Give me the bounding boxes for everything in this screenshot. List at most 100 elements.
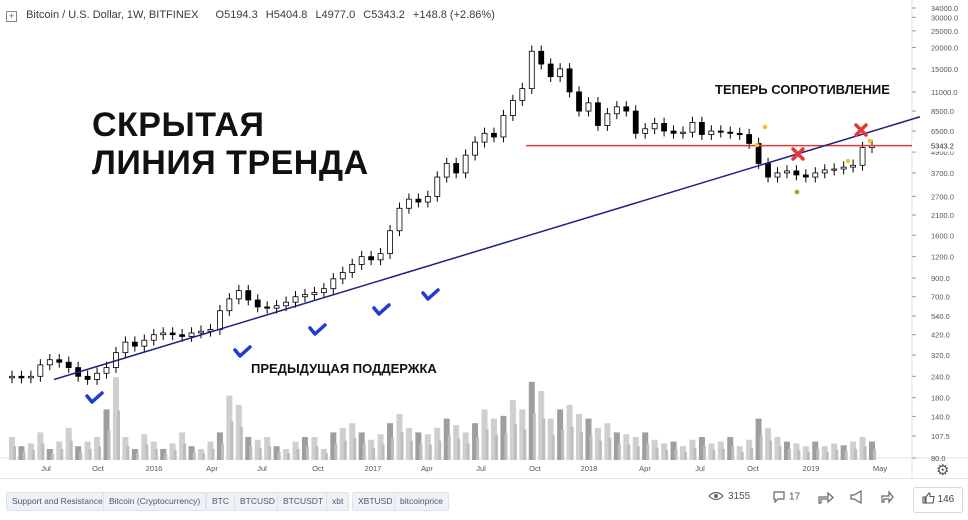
volume-bar xyxy=(301,437,308,460)
volume-bar xyxy=(334,443,338,460)
volume-bar xyxy=(462,432,469,460)
volume-bar xyxy=(358,432,365,460)
marker-dot xyxy=(754,142,760,148)
tag-xbt[interactable]: xbt xyxy=(326,492,350,511)
volume-bar xyxy=(679,446,686,460)
volume-bar xyxy=(400,432,404,460)
like-button[interactable]: 146 xyxy=(913,487,963,513)
x-tick-label: Apr xyxy=(639,464,651,473)
tag-xbtusd[interactable]: XBTUSD xyxy=(352,492,399,511)
volume-bar xyxy=(683,451,687,460)
volume-bar xyxy=(283,448,290,460)
candle-body xyxy=(122,341,129,354)
candle-body xyxy=(434,176,441,197)
volume-bar xyxy=(712,450,716,460)
volume-bar xyxy=(69,440,73,460)
volume-bar xyxy=(689,439,696,460)
volume-bar xyxy=(160,448,167,460)
volume-bar xyxy=(179,432,186,460)
volume-bar xyxy=(343,440,347,460)
candle-body xyxy=(179,334,186,337)
candle-body xyxy=(377,253,384,261)
candle-body xyxy=(708,130,715,135)
volume-bar xyxy=(787,448,791,460)
y-tick-label: 1600.0 xyxy=(931,231,954,240)
candle-body xyxy=(150,334,157,341)
volume-bar xyxy=(783,441,790,460)
volume-bar xyxy=(608,437,612,460)
volume-bar xyxy=(542,418,546,460)
tag-btc[interactable]: BTC xyxy=(206,492,235,511)
volume-bar xyxy=(570,426,574,460)
volume-bar xyxy=(873,448,876,460)
volume-bar xyxy=(84,441,91,460)
candle-body xyxy=(802,174,809,178)
volume-bar xyxy=(551,435,555,460)
volume-bar xyxy=(377,434,384,460)
y-tick-label: 30000.0 xyxy=(931,13,958,22)
gear-icon[interactable]: ⚙ xyxy=(936,462,950,479)
volume-bar xyxy=(547,418,554,460)
x-tick-label: 2018 xyxy=(581,464,598,473)
candle-body xyxy=(368,256,375,261)
y-tick-label: 900.0 xyxy=(931,274,950,283)
share-icon[interactable] xyxy=(818,490,834,509)
volume-bar xyxy=(31,450,35,460)
price-axis[interactable] xyxy=(912,0,968,478)
candle-body xyxy=(226,298,233,312)
volume-bar xyxy=(504,433,508,460)
candle-body xyxy=(547,63,554,78)
candle-body xyxy=(18,375,25,379)
volume-bar xyxy=(150,441,157,460)
collapse-icon[interactable]: + xyxy=(6,11,17,22)
volume-bar xyxy=(513,424,517,460)
volume-bar xyxy=(774,437,781,460)
megaphone-icon[interactable] xyxy=(850,489,864,509)
views-count: 3155 xyxy=(708,491,750,502)
tag-bitcoinprice[interactable]: bitcoinprice xyxy=(394,492,449,511)
x-tick-label: 2019 xyxy=(803,464,820,473)
last-price-box xyxy=(912,139,968,152)
volume-bar xyxy=(287,453,291,460)
y-tick-label: 240.0 xyxy=(931,372,950,381)
comments-count[interactable]: 17 xyxy=(773,491,800,504)
marker-dot xyxy=(845,158,851,164)
candle-body xyxy=(850,164,856,168)
volume-bar xyxy=(674,448,678,460)
candle-body xyxy=(500,115,507,138)
cross-mark xyxy=(854,123,868,137)
volume-bar xyxy=(721,448,725,460)
tag-btcusdt[interactable]: BTCUSDT xyxy=(277,492,330,511)
volume-bar xyxy=(324,453,328,460)
check-mark xyxy=(85,391,104,404)
y-tick-label: 1200.0 xyxy=(931,253,954,262)
candle-body xyxy=(188,332,195,337)
volume-bar xyxy=(755,418,762,460)
tag-btcusd[interactable]: BTCUSD xyxy=(234,492,281,511)
volume-bar xyxy=(112,377,119,460)
candle-body xyxy=(623,106,630,112)
tag-bitcoin[interactable]: Bitcoin (Cryptocurrency) xyxy=(103,492,207,511)
volume-bar xyxy=(46,448,53,460)
check-mark xyxy=(308,323,327,336)
volume-bar xyxy=(665,450,669,460)
ohlc-close: C5343.2 xyxy=(363,9,405,21)
volume-bar xyxy=(490,418,497,460)
x-tick-label: Jul xyxy=(476,464,486,473)
volume-bar xyxy=(746,439,753,460)
candle-body xyxy=(557,68,564,78)
tag-support-resistance[interactable]: Support and Resistance xyxy=(6,492,109,511)
thumbs-up-icon xyxy=(922,492,935,504)
candle-body xyxy=(330,278,337,290)
volume-bar xyxy=(623,434,630,460)
headline-line2: ЛИНИЯ ТРЕНДА xyxy=(92,144,369,182)
volume-bar xyxy=(646,443,650,460)
volume-bar xyxy=(731,446,735,460)
share-arrow-icon[interactable] xyxy=(880,490,894,509)
volume-bar xyxy=(107,429,111,460)
candle-body xyxy=(339,272,346,280)
volume-bar xyxy=(9,437,15,460)
volume-bar xyxy=(183,443,187,460)
volume-bar xyxy=(765,427,772,460)
